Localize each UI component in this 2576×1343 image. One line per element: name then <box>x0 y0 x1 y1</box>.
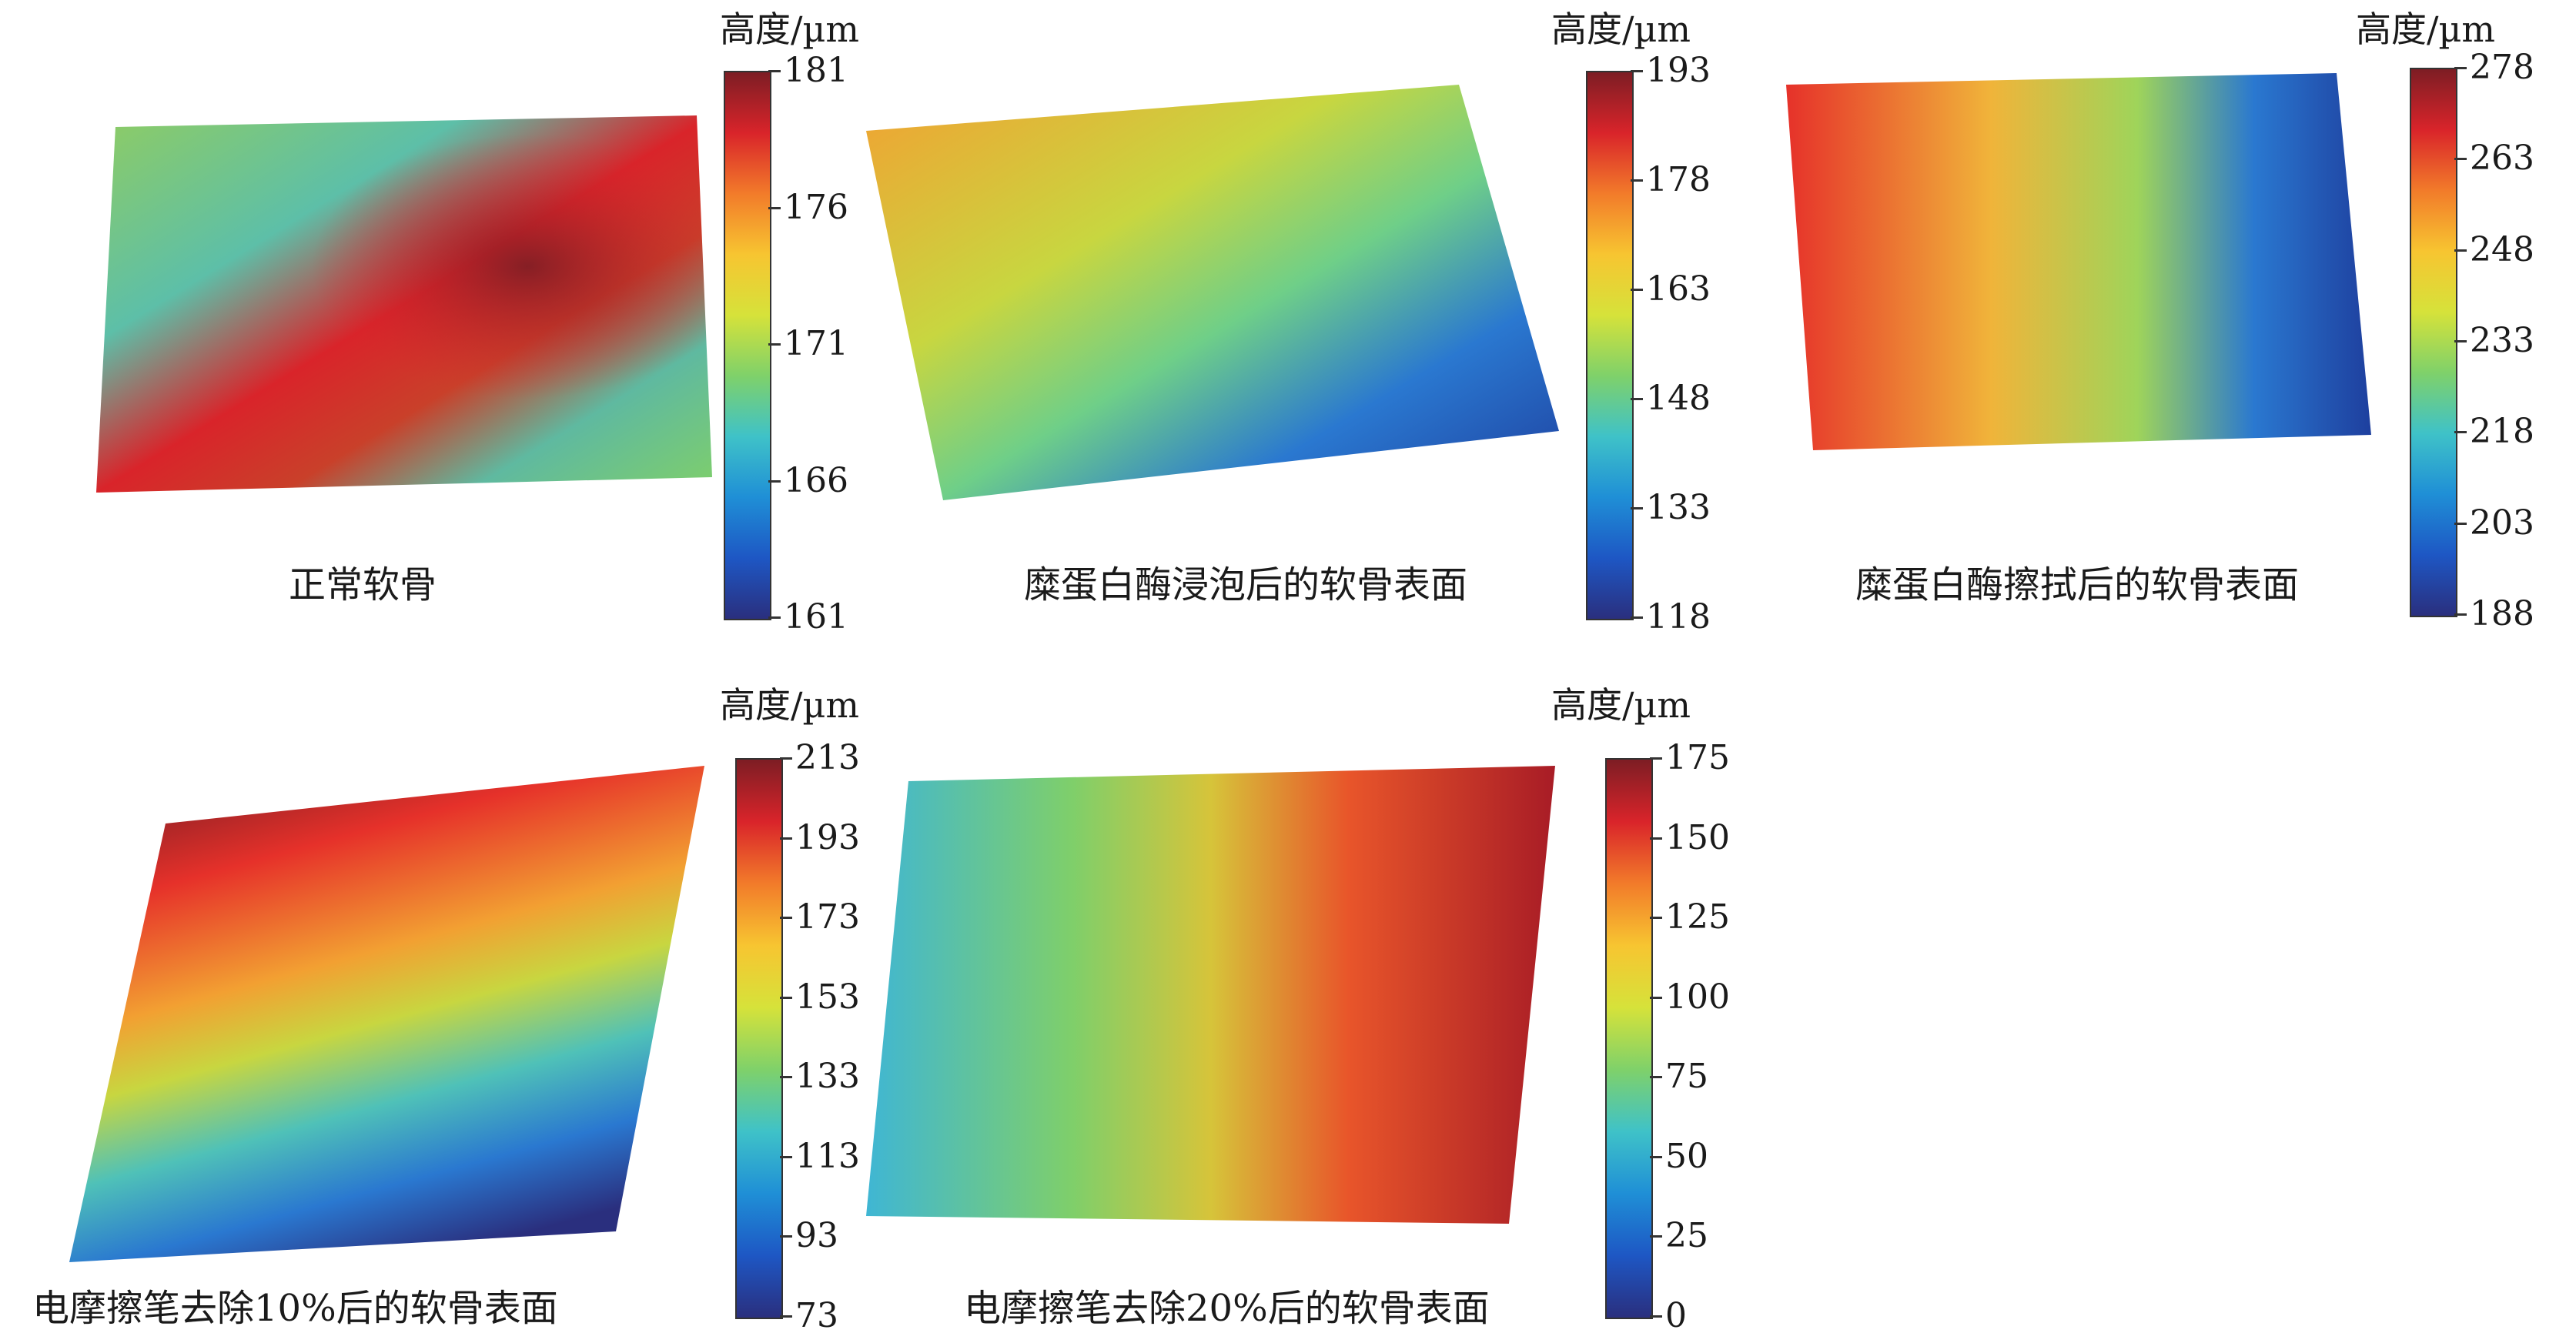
colorbar-tick-mark <box>768 206 781 209</box>
colorbar-tick-mark <box>1650 757 1662 760</box>
colorbar-title: 高度/µm <box>720 684 860 726</box>
colorbar-tick-label: 73 <box>795 1296 838 1335</box>
colorbar-tick-label: 100 <box>1665 977 1730 1017</box>
colorbar-tick-mark <box>2454 249 2467 252</box>
colorbar-tick-label: 176 <box>784 187 848 227</box>
panel-caption: 糜蛋白酶浸泡后的软骨表面 <box>1024 563 1468 606</box>
colorbar-tick-label: 161 <box>784 597 848 636</box>
panel-caption: 糜蛋白酶擦拭后的软骨表面 <box>1855 563 2300 606</box>
panel-caption: 电摩擦笔去除20%后的软骨表面 <box>964 1287 1490 1330</box>
colorbar-tick-mark <box>780 757 792 760</box>
colorbar-tick-mark <box>780 837 792 840</box>
colorbar-tick-label: 188 <box>2470 594 2534 633</box>
colorbar-tick-mark <box>768 70 781 72</box>
colorbar-tick-label: 133 <box>1646 488 1711 527</box>
colorbar-tick-label: 218 <box>2470 412 2534 452</box>
colorbar <box>1586 71 1634 620</box>
colorbar-tick-label: 93 <box>795 1216 838 1256</box>
colorbar <box>2410 68 2457 617</box>
colorbar-tick-label: 25 <box>1665 1216 1708 1256</box>
colorbar-tick-mark <box>780 1155 792 1158</box>
colorbar-tick-label: 150 <box>1665 817 1730 857</box>
colorbar-tick-label: 278 <box>2470 48 2534 87</box>
colorbar-tick-label: 263 <box>2470 139 2534 179</box>
colorbar-tick-label: 148 <box>1646 379 1711 418</box>
colorbar-tick-label: 163 <box>1646 269 1711 309</box>
colorbar-tick-mark <box>768 479 781 483</box>
colorbar-tick-label: 113 <box>795 1136 860 1176</box>
colorbar-tick-label: 248 <box>2470 229 2534 269</box>
colorbar-tick-mark <box>1631 507 1643 509</box>
colorbar-tick-mark <box>768 343 781 346</box>
colorbar-title: 高度/µm <box>720 8 860 50</box>
colorbar-tick-mark <box>2454 67 2467 69</box>
colorbar-tick-label: 213 <box>795 738 860 777</box>
colorbar-tick-mark <box>780 1315 792 1318</box>
colorbar-tick-label: 175 <box>1665 738 1730 777</box>
colorbar-tick-label: 233 <box>2470 321 2534 360</box>
colorbar-tick-mark <box>2454 431 2467 434</box>
colorbar-title: 高度/µm <box>1551 684 1691 726</box>
colorbar-tick-label: 153 <box>795 977 860 1017</box>
colorbar-tick-label: 118 <box>1646 597 1711 636</box>
colorbar-tick-mark <box>1631 616 1643 619</box>
colorbar-tick-label: 171 <box>784 324 848 363</box>
colorbar-tick-mark <box>1631 398 1643 400</box>
colorbar-tick-label: 50 <box>1665 1136 1708 1176</box>
colorbar <box>1605 758 1653 1319</box>
colorbar-tick-mark <box>2454 340 2467 342</box>
colorbar-tick-label: 193 <box>795 817 860 857</box>
colorbar-tick-mark <box>1650 1076 1662 1079</box>
colorbar-tick-mark <box>768 616 781 619</box>
colorbar-tick-mark <box>1650 1315 1662 1318</box>
colorbar-tick-label: 133 <box>795 1057 860 1097</box>
colorbar-tick-label: 75 <box>1665 1057 1708 1097</box>
colorbar-tick-mark <box>1631 70 1643 72</box>
colorbar <box>724 71 771 620</box>
colorbar-tick-label: 173 <box>795 897 860 937</box>
colorbar-title: 高度/µm <box>1551 8 1691 50</box>
colorbar-tick-mark <box>780 1076 792 1079</box>
colorbar-tick-mark <box>1631 289 1643 291</box>
colorbar-tick-mark <box>1650 917 1662 920</box>
colorbar-tick-mark <box>780 917 792 920</box>
colorbar-tick-mark <box>2454 613 2467 616</box>
panel-caption: 电摩擦笔去除10%后的软骨表面 <box>32 1287 558 1330</box>
colorbar <box>735 758 783 1319</box>
colorbar-tick-mark <box>780 996 792 999</box>
colorbar-tick-label: 181 <box>784 51 848 90</box>
colorbar-tick-mark <box>1650 837 1662 840</box>
colorbar-tick-mark <box>780 1235 792 1238</box>
colorbar-tick-label: 203 <box>2470 503 2534 543</box>
colorbar-tick-label: 178 <box>1646 160 1711 199</box>
colorbar-tick-mark <box>1650 1235 1662 1238</box>
colorbar-tick-mark <box>2454 158 2467 161</box>
colorbar-tick-label: 0 <box>1665 1296 1687 1335</box>
panel-caption: 正常软骨 <box>289 563 437 606</box>
colorbar-tick-label: 125 <box>1665 897 1730 937</box>
colorbar-tick-mark <box>1631 179 1643 182</box>
colorbar-tick-mark <box>2454 522 2467 525</box>
colorbar-tick-label: 193 <box>1646 51 1711 90</box>
colorbar-tick-mark <box>1650 996 1662 999</box>
colorbar-title: 高度/µm <box>2356 8 2496 50</box>
colorbar-tick-mark <box>1650 1155 1662 1158</box>
colorbar-tick-label: 166 <box>784 460 848 500</box>
